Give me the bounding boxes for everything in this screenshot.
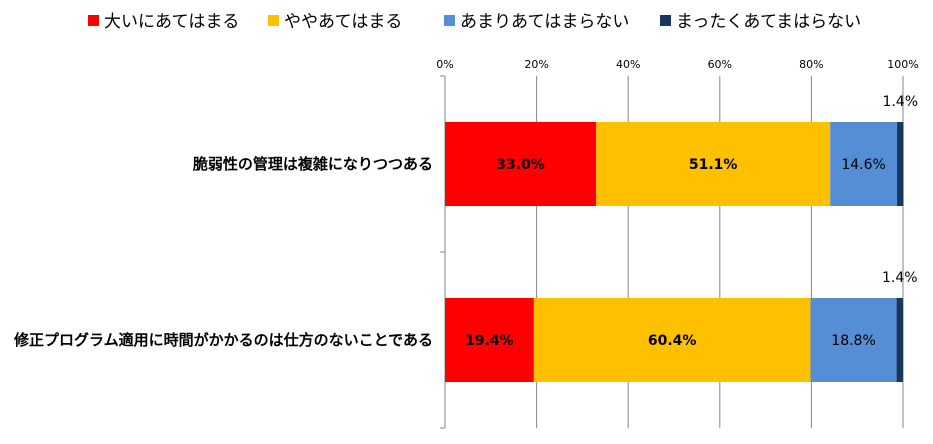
data-label-1-1: 60.4%: [648, 333, 697, 349]
x-tick-label-1: 20%: [524, 58, 548, 71]
x-tick-label-0: 0%: [436, 58, 453, 71]
x-tick-label-2: 40%: [616, 58, 640, 71]
data-label-1-2: 18.8%: [831, 333, 875, 349]
data-label-0-2: 14.6%: [841, 157, 885, 173]
bar-1-3: [896, 298, 903, 382]
legend: 大いにあてはまる ややあてはまる あまりあてはまらない まったくあてまはらない: [88, 12, 861, 32]
bar-1-1: [533, 298, 811, 382]
data-label-0-0: 33.0%: [496, 157, 545, 173]
bars: 33.0% 51.1% 14.6% 1.4% 19.4% 60.4% 18.8% 1.4%: [445, 94, 918, 382]
data-label-1-3: 1.4%: [882, 270, 918, 286]
legend-label-0: 大いにあてはまる: [104, 12, 239, 32]
legend-swatch-3: [660, 15, 671, 26]
x-tick-label-5: 100%: [887, 58, 918, 71]
legend-label-1: ややあてはまる: [284, 12, 402, 32]
category-label-1: 修正プログラム適用に時間がかかるのは仕方のないことである: [13, 331, 433, 349]
data-label-0-3: 1.4%: [882, 94, 918, 110]
x-tick-label-4: 80%: [799, 58, 823, 71]
bar-1-2: [810, 298, 897, 382]
bar-0-0: [445, 122, 597, 206]
legend-label-2: あまりあてはまらない: [460, 12, 629, 32]
bar-0-1: [596, 122, 831, 206]
bar-0-3: [897, 122, 904, 206]
category-label-0: 脆弱性の管理は複雑になりつつある: [193, 155, 433, 173]
data-label-0-1: 51.1%: [689, 157, 738, 173]
legend-swatch-1: [268, 15, 279, 26]
legend-swatch-2: [444, 15, 455, 26]
bar-0-2: [830, 122, 898, 206]
data-label-1-0: 19.4%: [465, 333, 514, 349]
legend-label-3: まったくあてまはらない: [676, 12, 861, 32]
bar-1-0: [445, 298, 534, 382]
x-tick-label-3: 60%: [708, 58, 732, 71]
category-labels: 脆弱性の管理は複雑になりつつある修正プログラム適用に時間がかかるのは仕方のないこ…: [13, 155, 433, 349]
legend-swatch-0: [88, 15, 99, 26]
